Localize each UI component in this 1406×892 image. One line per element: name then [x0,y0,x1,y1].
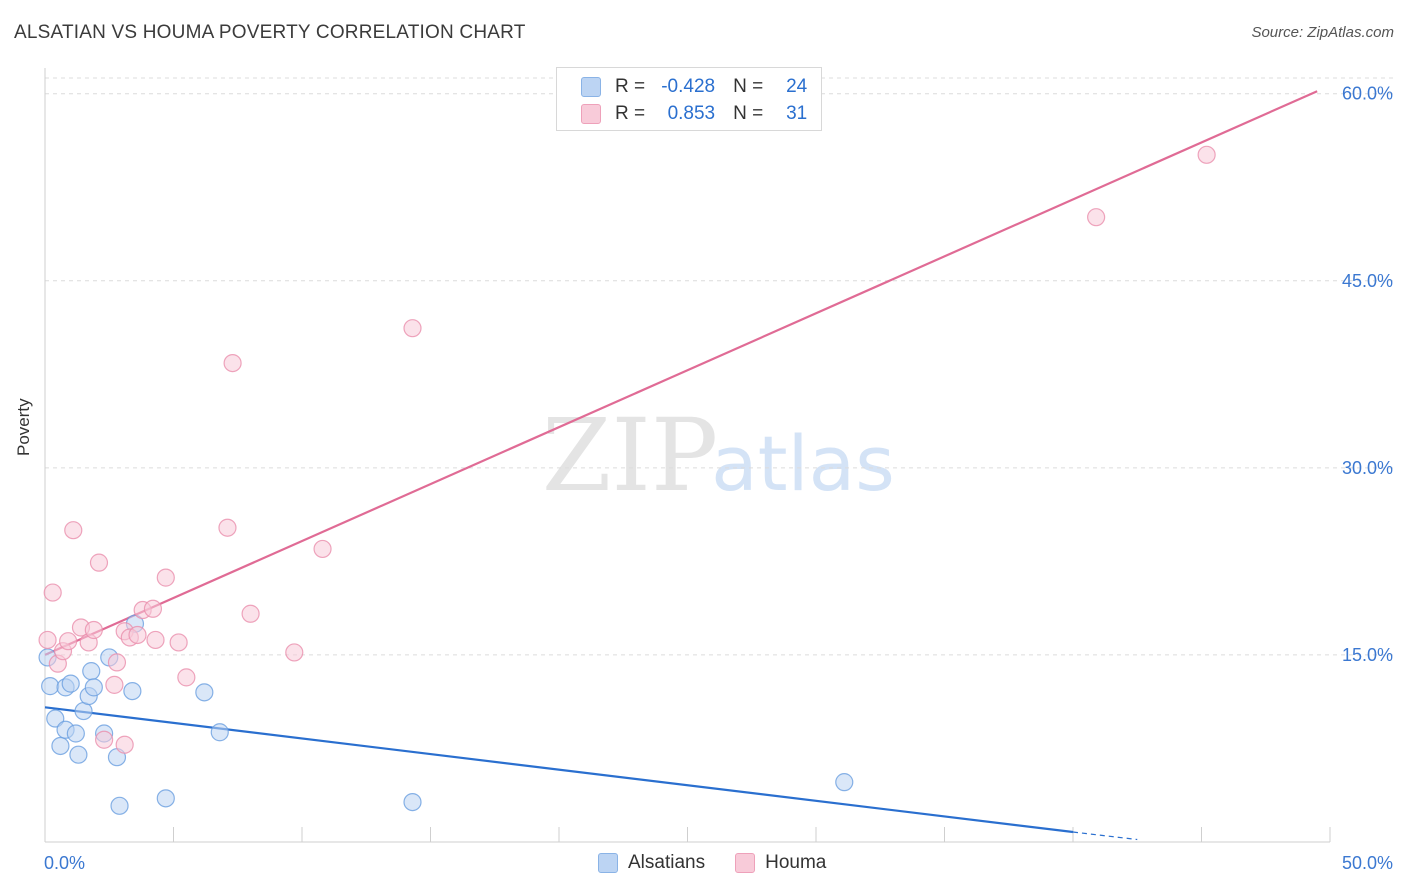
gridlines [45,77,1395,656]
houma-point [177,668,196,687]
houma-point [403,319,422,338]
x-tick-label: 50.0% [1342,853,1393,873]
houma-point [105,675,124,694]
alsatians-point [123,681,142,701]
series-swatch-houma [735,853,756,873]
houma-point [43,583,62,602]
series-legend-houma[interactable]: Houma [735,852,826,874]
houma-point [59,632,78,651]
correlation-legend: R = -0.428 N = 24 R = 0.853 N = 31 [556,67,822,131]
houma-point [38,630,57,650]
houma-point [1087,208,1106,227]
watermark-atlas: atlas [711,419,895,508]
legend-row-houma: R = 0.853 N = 31 [581,101,807,127]
houma-point [115,735,134,754]
source-label: Source: ZipAtlas.com [1251,24,1394,41]
alsatians-point [61,674,80,693]
legend-r-value: -0.428 [661,76,716,97]
watermark-zip: ZIP [542,397,718,514]
alsatians-point [66,724,85,743]
watermark: ZIP atlas [542,397,895,514]
data-points [38,145,1216,815]
axes [44,68,1331,843]
houma-point [128,625,147,645]
houma-point [1197,145,1216,164]
houma-point [285,643,304,662]
series-legend: Alsatians Houma [598,852,856,874]
alsatians-point [210,723,229,742]
alsatians-point [41,677,60,696]
houma-point [143,599,163,618]
alsatians-point [46,709,65,728]
legend-n-label: N = [733,103,764,124]
legend-r-value: 0.853 [667,103,716,124]
houma-point [84,620,103,640]
houma-point [156,568,175,587]
houma-point [89,553,109,572]
alsatians-point [84,678,103,697]
chart-title: ALSATIAN VS HOUMA POVERTY CORRELATION CH… [14,22,526,43]
houma-trend-line [44,90,1318,656]
y-tick-label: 30.0% [1342,458,1393,478]
alsatians-point [110,796,129,815]
legend-n-value: 31 [786,103,808,124]
houma-point [169,633,188,652]
x-tick-label: 0.0% [44,853,85,873]
houma-point [223,353,242,373]
series-label-houma: Houma [765,852,827,873]
legend-swatch-alsatians [581,77,601,97]
y-tick-label: 45.0% [1342,271,1393,291]
legend-n-label: N = [733,76,764,97]
alsatians-point [156,789,175,808]
alsatians-trend-line [44,706,1074,834]
series-swatch-alsatians [598,853,618,873]
alsatians-point [835,773,854,792]
houma-point [146,630,165,650]
houma-point [107,653,127,672]
alsatians-trend-extension [1072,831,1138,841]
alsatians-point [51,736,70,756]
tick-labels: 15.0% 30.0% 45.0% 60.0% 0.0% 50.0% [44,84,1393,873]
y-tick-label: 60.0% [1342,84,1393,104]
legend-r-label: R = [615,103,646,124]
houma-point [95,730,114,749]
legend-row-alsatians: R = -0.428 N = 24 [581,74,807,100]
series-label-alsatians: Alsatians [628,852,706,873]
houma-point [313,539,332,559]
alsatians-point [195,683,214,702]
houma-point [241,604,260,623]
alsatians-point [69,745,88,764]
legend-n-value: 24 [786,76,808,97]
legend-swatch-houma [581,104,601,124]
series-legend-alsatians[interactable]: Alsatians [598,852,705,874]
alsatians-point [82,662,101,681]
houma-point [218,518,237,537]
y-tick-label: 15.0% [1342,645,1393,665]
alsatians-point [403,792,422,812]
legend-r-label: R = [615,76,646,97]
houma-point [64,521,83,540]
